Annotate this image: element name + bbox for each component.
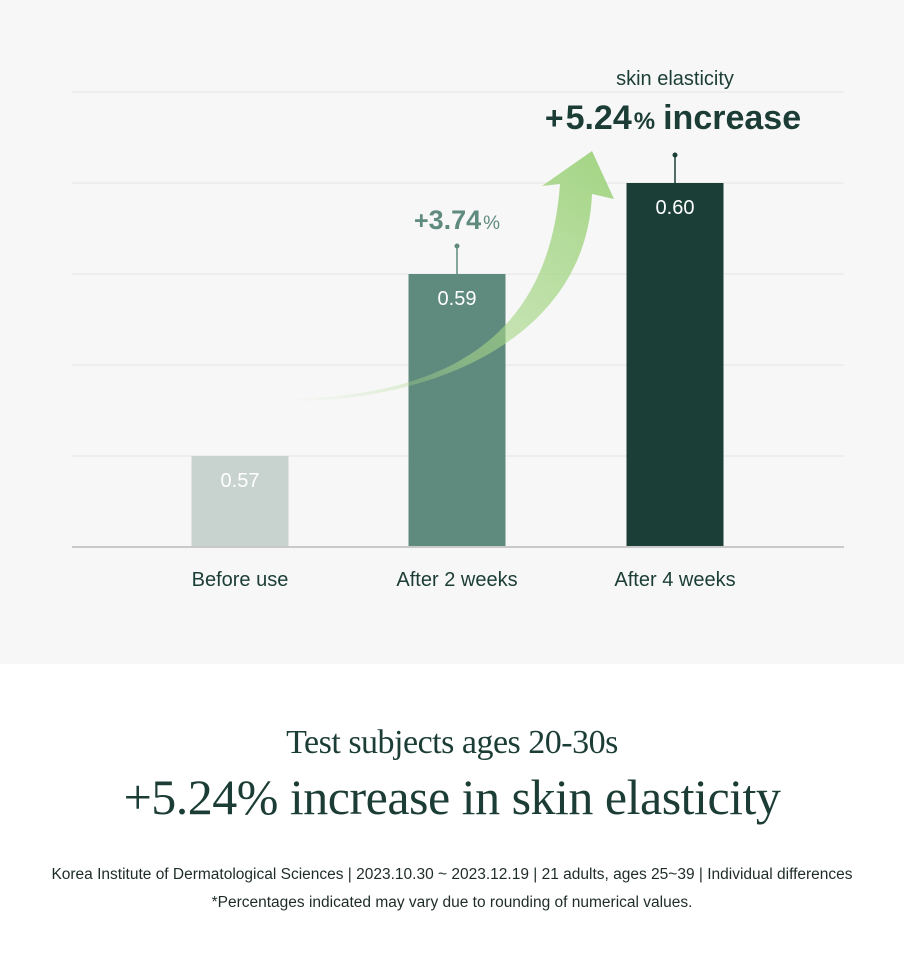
rounding-note: *Percentages indicated may vary due to r…	[211, 894, 693, 911]
bar-value-label: 0.59	[438, 288, 477, 310]
bar	[408, 274, 506, 547]
bar-chart: 0.57 Before use 0.59 After 2 weeks 0.60 After…	[72, 68, 844, 591]
category-label: Before use	[192, 569, 289, 591]
footer: Test subjects ages 20-30s +5.24% increas…	[0, 664, 904, 953]
increase-2w-label: +3.74%	[414, 205, 500, 235]
headline-result: +5.24% increase in skin elasticity	[123, 769, 781, 825]
error-bar-cap	[454, 243, 460, 249]
annotation-title: skin elasticity	[616, 68, 734, 90]
labels: 0.57 Before use 0.59 After 2 weeks 0.60 After…	[192, 68, 801, 591]
category-label: After 4 weeks	[614, 569, 735, 591]
growth-arrow-icon	[288, 151, 614, 402]
annotation-increase: +5.24% increase	[545, 99, 801, 137]
bars	[191, 152, 724, 547]
bar	[191, 456, 289, 547]
chart-panel: 0.57 Before use 0.59 After 2 weeks 0.60 After…	[72, 68, 844, 591]
source-note: Korea Institute of Dermatological Scienc…	[51, 866, 853, 883]
bar	[626, 183, 724, 547]
bar-value-label: 0.57	[221, 470, 260, 492]
category-label: After 2 weeks	[396, 569, 517, 591]
headline-subjects: Test subjects ages 20-30s	[286, 724, 618, 761]
bar-value-label: 0.60	[656, 197, 695, 219]
error-bar-cap	[672, 152, 678, 158]
